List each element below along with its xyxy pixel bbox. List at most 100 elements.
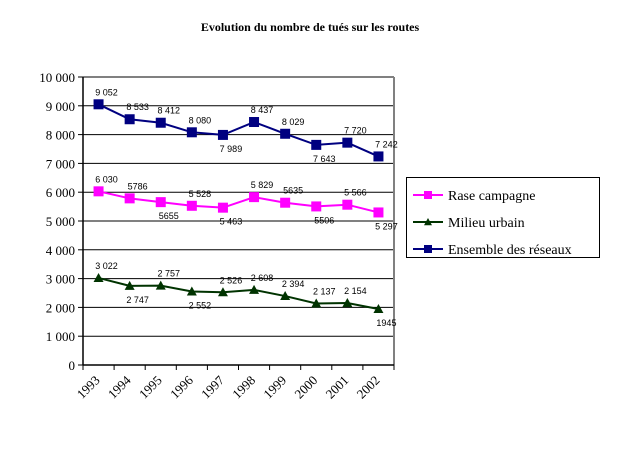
legend-item: Rase campagne (413, 189, 535, 204)
data-point (373, 207, 384, 218)
data-label: 1945 (376, 318, 396, 328)
data-label: 8 533 (126, 102, 149, 112)
y-tick-label: 6 000 (46, 185, 75, 200)
data-label: 6 030 (95, 174, 118, 184)
data-point (373, 151, 384, 162)
data-point (311, 201, 322, 212)
data-label: 5655 (159, 211, 179, 221)
y-tick-label: 8 000 (46, 128, 75, 143)
data-label: 5 528 (189, 189, 212, 199)
data-label: 2 747 (126, 295, 149, 305)
x-tick-label: 1998 (229, 373, 258, 402)
y-tick-label: 9 000 (46, 99, 75, 114)
series-rase-campagne: 6 030 5786 5655 5 528 5 463 5 829 5635 5506 5 56… (93, 174, 398, 231)
data-point (155, 280, 166, 290)
legend-item: Ensemble des réseaux (413, 243, 572, 258)
data-point (93, 186, 104, 197)
data-point (217, 287, 228, 297)
series-line (98, 276, 379, 310)
data-label: 5635 (283, 186, 303, 196)
data-point (217, 129, 228, 140)
x-tick-label: 2002 (354, 373, 383, 402)
data-label: 5 829 (251, 180, 274, 190)
series-line (98, 190, 379, 214)
data-point (373, 303, 384, 313)
legend: Rase campagne Milieu urbain Ensemble des r… (406, 177, 600, 258)
data-point (93, 99, 104, 110)
data-label: 2 394 (282, 279, 305, 289)
data-label: 7 720 (344, 126, 367, 136)
data-point (217, 202, 228, 213)
data-point (93, 272, 104, 282)
legend-marker (424, 191, 432, 199)
data-label: 3 022 (95, 261, 118, 271)
data-label: 2 552 (189, 301, 212, 311)
data-label: 8 437 (251, 105, 274, 115)
data-label: 2 526 (220, 275, 243, 285)
x-tick-label: 1999 (260, 373, 289, 402)
data-label: 2 608 (251, 273, 274, 283)
legend-marker (424, 245, 432, 253)
data-point (342, 297, 353, 307)
data-label: 5 566 (344, 188, 367, 198)
data-point (342, 199, 353, 210)
data-label: 5506 (314, 215, 334, 225)
data-label: 2 137 (313, 286, 336, 296)
y-tick-label: 0 (69, 358, 76, 373)
x-tick-label: 1994 (105, 372, 134, 401)
data-label: 5 297 (375, 221, 398, 231)
data-label: 7 989 (220, 144, 243, 154)
data-point (124, 114, 135, 125)
x-tick-label: 2001 (322, 373, 351, 402)
x-tick-label: 1995 (136, 373, 165, 402)
x-tick-label: 1997 (198, 372, 227, 401)
data-point (280, 128, 291, 139)
data-point (186, 127, 197, 138)
data-label: 2 154 (344, 286, 367, 296)
y-tick-label: 2 000 (46, 300, 75, 315)
data-point (124, 280, 135, 290)
data-point (311, 298, 322, 308)
series-ensemble-des-r-seaux: 9 052 8 533 8 412 8 080 7 989 8 437 8 029 7 643… (93, 87, 398, 164)
y-tick-label: 10 000 (39, 70, 75, 85)
chart-title: Evolution du nombre de tués sur les rout… (201, 20, 420, 34)
x-tick-label: 1996 (167, 372, 196, 401)
data-point (249, 117, 260, 128)
legend-label: Ensemble des réseaux (448, 243, 572, 258)
legend-marker (424, 218, 432, 226)
legend-item: Milieu urbain (413, 216, 525, 231)
data-label: 8 412 (157, 106, 180, 116)
legend-box (406, 177, 600, 258)
data-label: 8 080 (189, 115, 212, 125)
x-tick-label: 2000 (291, 373, 320, 402)
y-tick-label: 4 000 (46, 243, 75, 258)
data-point (155, 117, 166, 128)
data-point (249, 284, 260, 294)
data-label: 9 052 (95, 87, 118, 97)
y-tick-label: 7 000 (46, 156, 75, 171)
y-tick-label: 1 000 (46, 329, 75, 344)
data-point (155, 197, 166, 208)
data-point (124, 193, 135, 204)
series-line (98, 103, 379, 158)
data-point (186, 286, 197, 296)
data-point (311, 139, 322, 150)
data-label: 7 643 (313, 154, 336, 164)
data-point (342, 137, 353, 148)
legend-label: Rase campagne (448, 189, 535, 204)
data-label: 2 757 (157, 269, 180, 279)
data-point (186, 200, 197, 211)
data-label: 8 029 (282, 117, 305, 127)
data-point (249, 192, 260, 203)
data-label: 7 242 (375, 139, 398, 149)
y-tick-label: 5 000 (46, 214, 75, 229)
series-milieu-urbain: 3 022 2 747 2 757 2 552 2 526 2 608 2 394 2 137… (93, 261, 396, 328)
data-point (280, 197, 291, 208)
x-tick-label: 1993 (74, 373, 103, 402)
data-label: 5786 (128, 181, 148, 191)
data-label: 5 463 (220, 217, 243, 227)
legend-label: Milieu urbain (448, 216, 525, 231)
data-point (280, 291, 291, 301)
